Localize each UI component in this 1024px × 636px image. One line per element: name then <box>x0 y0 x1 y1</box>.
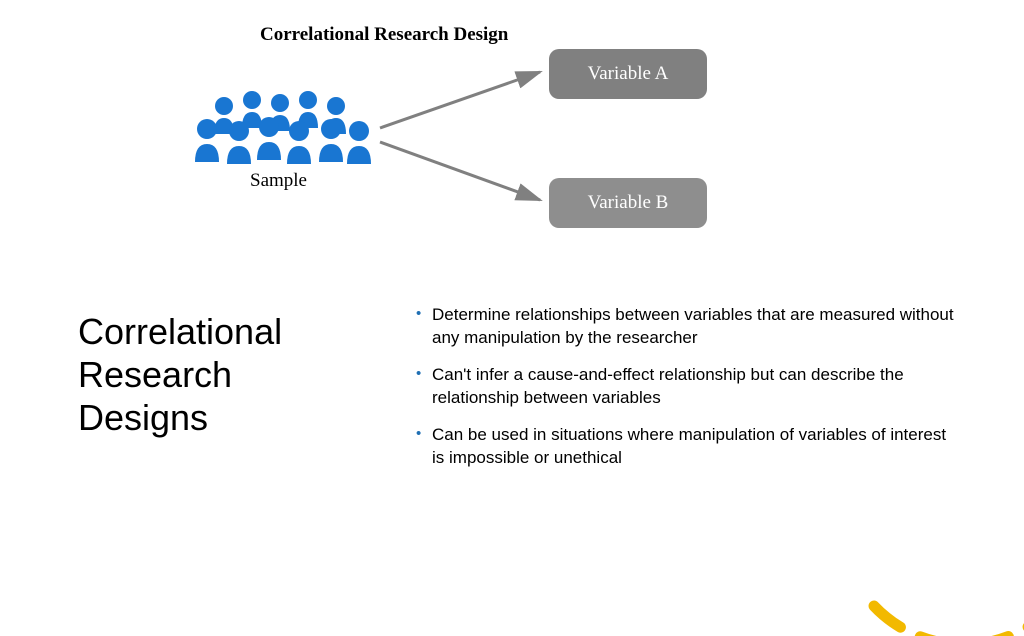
accent-arc-icon <box>824 376 1024 636</box>
sample-label: Sample <box>250 170 307 192</box>
people-group-icon <box>188 90 373 173</box>
slide-title-line: Research <box>78 353 282 396</box>
bullet-item: Determine relationships between variable… <box>416 304 956 350</box>
variable-a-box: Variable A <box>549 49 707 99</box>
slide-title-line: Designs <box>78 396 282 439</box>
diagram-title: Correlational Research Design <box>260 24 508 46</box>
arrows-icon <box>370 60 560 210</box>
slide-title: Correlational Research Designs <box>78 310 282 440</box>
slide-title-line: Correlational <box>78 310 282 353</box>
variable-b-box: Variable B <box>549 178 707 228</box>
